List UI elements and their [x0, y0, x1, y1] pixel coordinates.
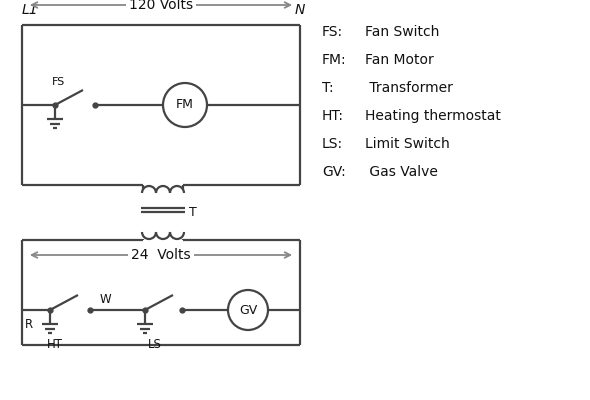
Text: GV:: GV: [322, 165, 346, 179]
Text: R: R [25, 318, 33, 331]
Text: LS:: LS: [322, 137, 343, 151]
Text: FM:: FM: [322, 53, 347, 67]
Text: Fan Motor: Fan Motor [365, 53, 434, 67]
Text: FM: FM [176, 98, 194, 112]
Text: 24  Volts: 24 Volts [131, 248, 191, 262]
Text: N: N [295, 3, 305, 17]
Text: Gas Valve: Gas Valve [365, 165, 438, 179]
Text: HT:: HT: [322, 109, 344, 123]
Text: LS: LS [148, 338, 162, 351]
Text: 120 Volts: 120 Volts [129, 0, 193, 12]
Text: T:: T: [322, 81, 333, 95]
Text: T: T [189, 206, 196, 218]
Text: Limit Switch: Limit Switch [365, 137, 450, 151]
Text: FS:: FS: [322, 25, 343, 39]
Text: W: W [100, 293, 112, 306]
Text: GV: GV [239, 304, 257, 316]
Text: HT: HT [47, 338, 63, 351]
Text: Transformer: Transformer [365, 81, 453, 95]
Text: Heating thermostat: Heating thermostat [365, 109, 501, 123]
Text: L1: L1 [22, 3, 38, 17]
Text: Fan Switch: Fan Switch [365, 25, 440, 39]
Text: FS: FS [52, 77, 65, 87]
